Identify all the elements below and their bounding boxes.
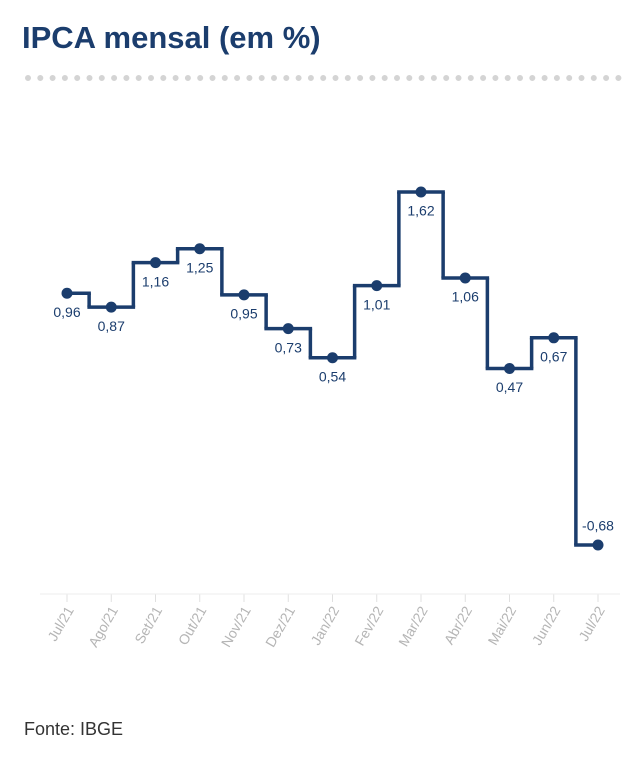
marker — [327, 352, 338, 364]
marker — [238, 289, 250, 301]
x-tick-label: Out/21 — [175, 603, 210, 648]
marker — [150, 257, 161, 269]
value-label: -0,68 — [582, 518, 614, 534]
chart-title: IPCA mensal (em %) — [22, 20, 321, 55]
marker — [282, 323, 294, 335]
value-label: 0,47 — [496, 379, 523, 395]
marker — [415, 186, 427, 198]
value-label: 0,95 — [230, 306, 257, 322]
marker — [459, 272, 471, 284]
value-label: 1,06 — [452, 289, 479, 305]
value-label: 0,96 — [53, 304, 80, 320]
value-label: 1,01 — [363, 296, 390, 312]
x-tick-label: Jul/22 — [575, 603, 608, 644]
marker — [592, 539, 604, 551]
x-tick-label: Abr/22 — [441, 603, 476, 647]
x-tick-label: Jan/22 — [307, 603, 342, 648]
marker — [371, 280, 383, 292]
x-tick-label: Jul/21 — [44, 603, 77, 644]
x-tick-label: Jun/22 — [529, 603, 564, 648]
marker — [194, 243, 206, 255]
marker — [548, 332, 560, 344]
value-label: 0,87 — [98, 318, 125, 334]
value-label: 0,73 — [275, 339, 302, 355]
value-label: 0,54 — [319, 368, 346, 384]
x-tick-label: Ago/21 — [85, 603, 121, 650]
value-label: 1,25 — [186, 259, 213, 275]
value-label: 1,62 — [407, 203, 434, 219]
x-tick-label: Mai/22 — [484, 603, 519, 648]
x-tick-label: Dez/21 — [262, 603, 298, 650]
x-tick-label: Mar/22 — [395, 603, 431, 649]
marker — [504, 363, 515, 374]
x-tick-label: Fev/22 — [351, 603, 386, 648]
value-label: 1,16 — [142, 273, 169, 289]
x-tick-label: Set/21 — [131, 603, 165, 646]
x-tick-label: Nov/21 — [218, 603, 254, 650]
source: Fonte: IBGE — [24, 719, 123, 739]
value-label: 0,67 — [540, 349, 567, 365]
marker — [105, 301, 117, 313]
marker — [61, 287, 73, 299]
